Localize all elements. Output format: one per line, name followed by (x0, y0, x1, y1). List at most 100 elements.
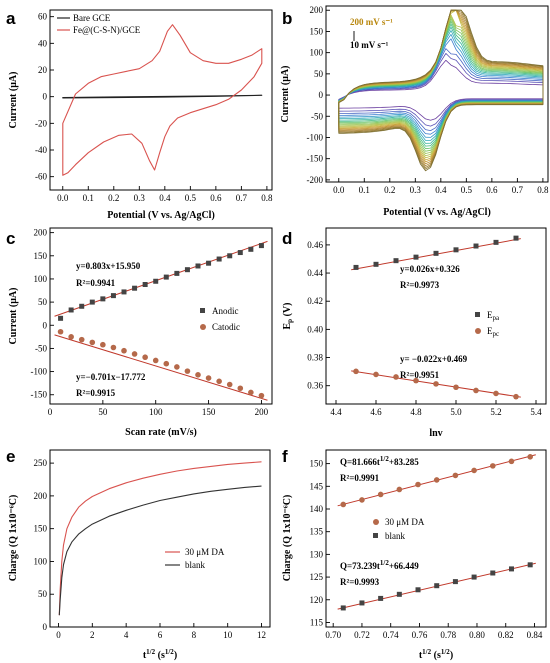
data-point-f-1 (434, 583, 440, 589)
x-tick-label-b: 0.3 (410, 185, 422, 195)
axis-ticks-e: 0 2 4 6 8 10 12 0 50 100 150 200 250 (34, 458, 267, 640)
fit-eq-epa: y=0.026x+0.326 (400, 264, 460, 274)
x-tick-label-e: 10 (223, 630, 233, 640)
data-point-c-0 (132, 285, 138, 291)
data-point-c-0 (89, 299, 95, 305)
x-axis-label-e: t1/2 (s1/2) (143, 648, 177, 661)
fit-r2-anodic: R²=0.9941 (76, 278, 116, 288)
x-tick-label-b: 0.0 (333, 185, 345, 195)
x-tick-label-f: 0.80 (469, 630, 485, 640)
legend-d: Epa Epc (475, 310, 500, 338)
y-tick-label-c: 150 (34, 251, 48, 261)
plot-frame-a (49, 9, 273, 191)
y-tick-label-f: 140 (310, 504, 324, 514)
y-tick-label-f: 120 (310, 595, 324, 605)
data-point-c-0 (237, 250, 243, 256)
x-tick-label-c: 100 (149, 407, 163, 417)
fit-r2-30um-da: R²=0.9991 (340, 473, 380, 483)
y-tick-label-e: 250 (34, 458, 48, 468)
y-tick-label-e: 50 (38, 589, 48, 599)
data-point-f-1 (508, 566, 514, 572)
legend-a: Bare GCE Fe@(C-S-N)/GCE (57, 13, 141, 35)
data-point-c-1 (237, 385, 244, 392)
data-point-d-0 (453, 247, 459, 253)
data-point-c-0 (79, 303, 85, 309)
y-tick-label-f: 130 (310, 549, 324, 559)
y-tick-label-b: 0 (319, 90, 324, 100)
y-tick-label-b: 50 (314, 69, 324, 79)
panel-f: f 0.70 0.72 0.74 0.76 0.78 0.80 0.82 0.84 115 120… (282, 447, 547, 661)
fit-eq-catodic: y=−0.701x−17.772 (76, 372, 146, 382)
y-tick-label-d: 0.40 (307, 324, 323, 334)
series-line-e-0 (58, 461, 262, 616)
x-axis-label-c: Scan rate (mV/s) (125, 427, 197, 438)
x-tick-label-b: 0.8 (537, 185, 549, 195)
legend-label-blank-f: blank (385, 531, 405, 541)
data-point-f-0 (508, 458, 515, 465)
data-point-c-0 (258, 243, 264, 249)
x-tick-label-c: 150 (202, 407, 216, 417)
legend-label-epa: Epa (487, 310, 500, 322)
y-tick-label-b: 150 (310, 26, 324, 36)
y-tick-label-e: 100 (34, 556, 48, 566)
x-tick-label-e: 6 (158, 630, 163, 640)
x-tick-label-e: 12 (257, 630, 266, 640)
data-point-c-0 (216, 256, 222, 262)
y-tick-label-c: 0 (43, 320, 48, 330)
legend-label-blank-e: blank (185, 560, 205, 570)
data-point-c-1 (131, 351, 138, 357)
y-axis-label-f: Charge (Q 1x10⁻⁶C) (282, 495, 293, 582)
x-tick-label-e: 8 (192, 630, 197, 640)
data-point-f-0 (340, 501, 347, 508)
data-point-d-1 (513, 393, 519, 400)
data-point-c-1 (152, 357, 159, 364)
x-tick-label-c: 50 (98, 407, 108, 417)
series-line-e-1 (58, 485, 262, 616)
x-tick-label-b: 0.2 (384, 185, 395, 195)
plot-frame-f (325, 449, 547, 628)
x-tick-label-e: 0 (56, 630, 61, 640)
plot-frame-d (325, 227, 547, 405)
x-tick-label-a: 0.0 (57, 193, 69, 203)
data-point-d-0 (433, 250, 439, 256)
data-point-d-0 (513, 235, 519, 241)
data-point-f-1 (471, 574, 477, 580)
data-point-f-1 (359, 600, 365, 606)
data-point-f-1 (452, 579, 458, 585)
data-point-c-0 (58, 315, 64, 321)
x-tick-label-d: 5.4 (530, 407, 542, 417)
x-tick-label-e: 2 (90, 630, 95, 640)
x-tick-label-d: 5.0 (450, 407, 462, 417)
y-tick-label-a: -60 (35, 172, 47, 182)
panel-label-e: e (6, 447, 15, 466)
legend-e: 30 μM DA blank (165, 547, 225, 570)
y-tick-label-a: 60 (38, 12, 48, 22)
panel-b: b 0.0 0.1 0.2 0.3 0.4 0.5 0.6 0.7 0.8 -200 -150 -10… (280, 5, 549, 218)
fit-eq-epc: y= −0.022x+0.469 (400, 354, 468, 364)
x-tick-label-f: 0.82 (498, 630, 514, 640)
data-point-c-1 (68, 334, 74, 340)
data-point-c-0 (174, 270, 180, 276)
y-tick-label-b: -100 (307, 132, 324, 142)
data-point-c-0 (153, 278, 159, 284)
legend-label-catodic: Catodic (212, 322, 240, 332)
data-point-f-0 (396, 486, 403, 493)
y-tick-label-f: 150 (310, 459, 324, 469)
data-point-f-1 (415, 587, 421, 593)
data-point-c-1 (78, 336, 85, 343)
y-tick-label-a: 20 (38, 65, 48, 75)
legend-label-bare-gce: Bare GCE (73, 13, 111, 23)
data-point-f-0 (415, 481, 421, 488)
y-tick-label-b: 100 (310, 48, 324, 58)
x-axis-label-b: Potential (V vs. Ag/AgCl) (383, 207, 491, 218)
data-point-c-0 (227, 253, 233, 259)
data-point-f-0 (471, 467, 477, 474)
data-point-c-0 (195, 263, 201, 269)
y-tick-label-f: 115 (310, 617, 324, 627)
x-tick-label-f: 0.78 (440, 630, 456, 640)
axis-ticks-c: 0 50 100 150 200 -150 -100 -50 0 50 100 150 200 (31, 228, 269, 417)
data-point-d-1 (453, 384, 459, 391)
x-tick-label-b: 0.7 (512, 185, 524, 195)
axis-ticks-b: 0.0 0.1 0.2 0.3 0.4 0.5 0.6 0.7 0.8 -200 -150 -100 -… (307, 5, 550, 195)
data-point-c-1 (57, 328, 64, 335)
